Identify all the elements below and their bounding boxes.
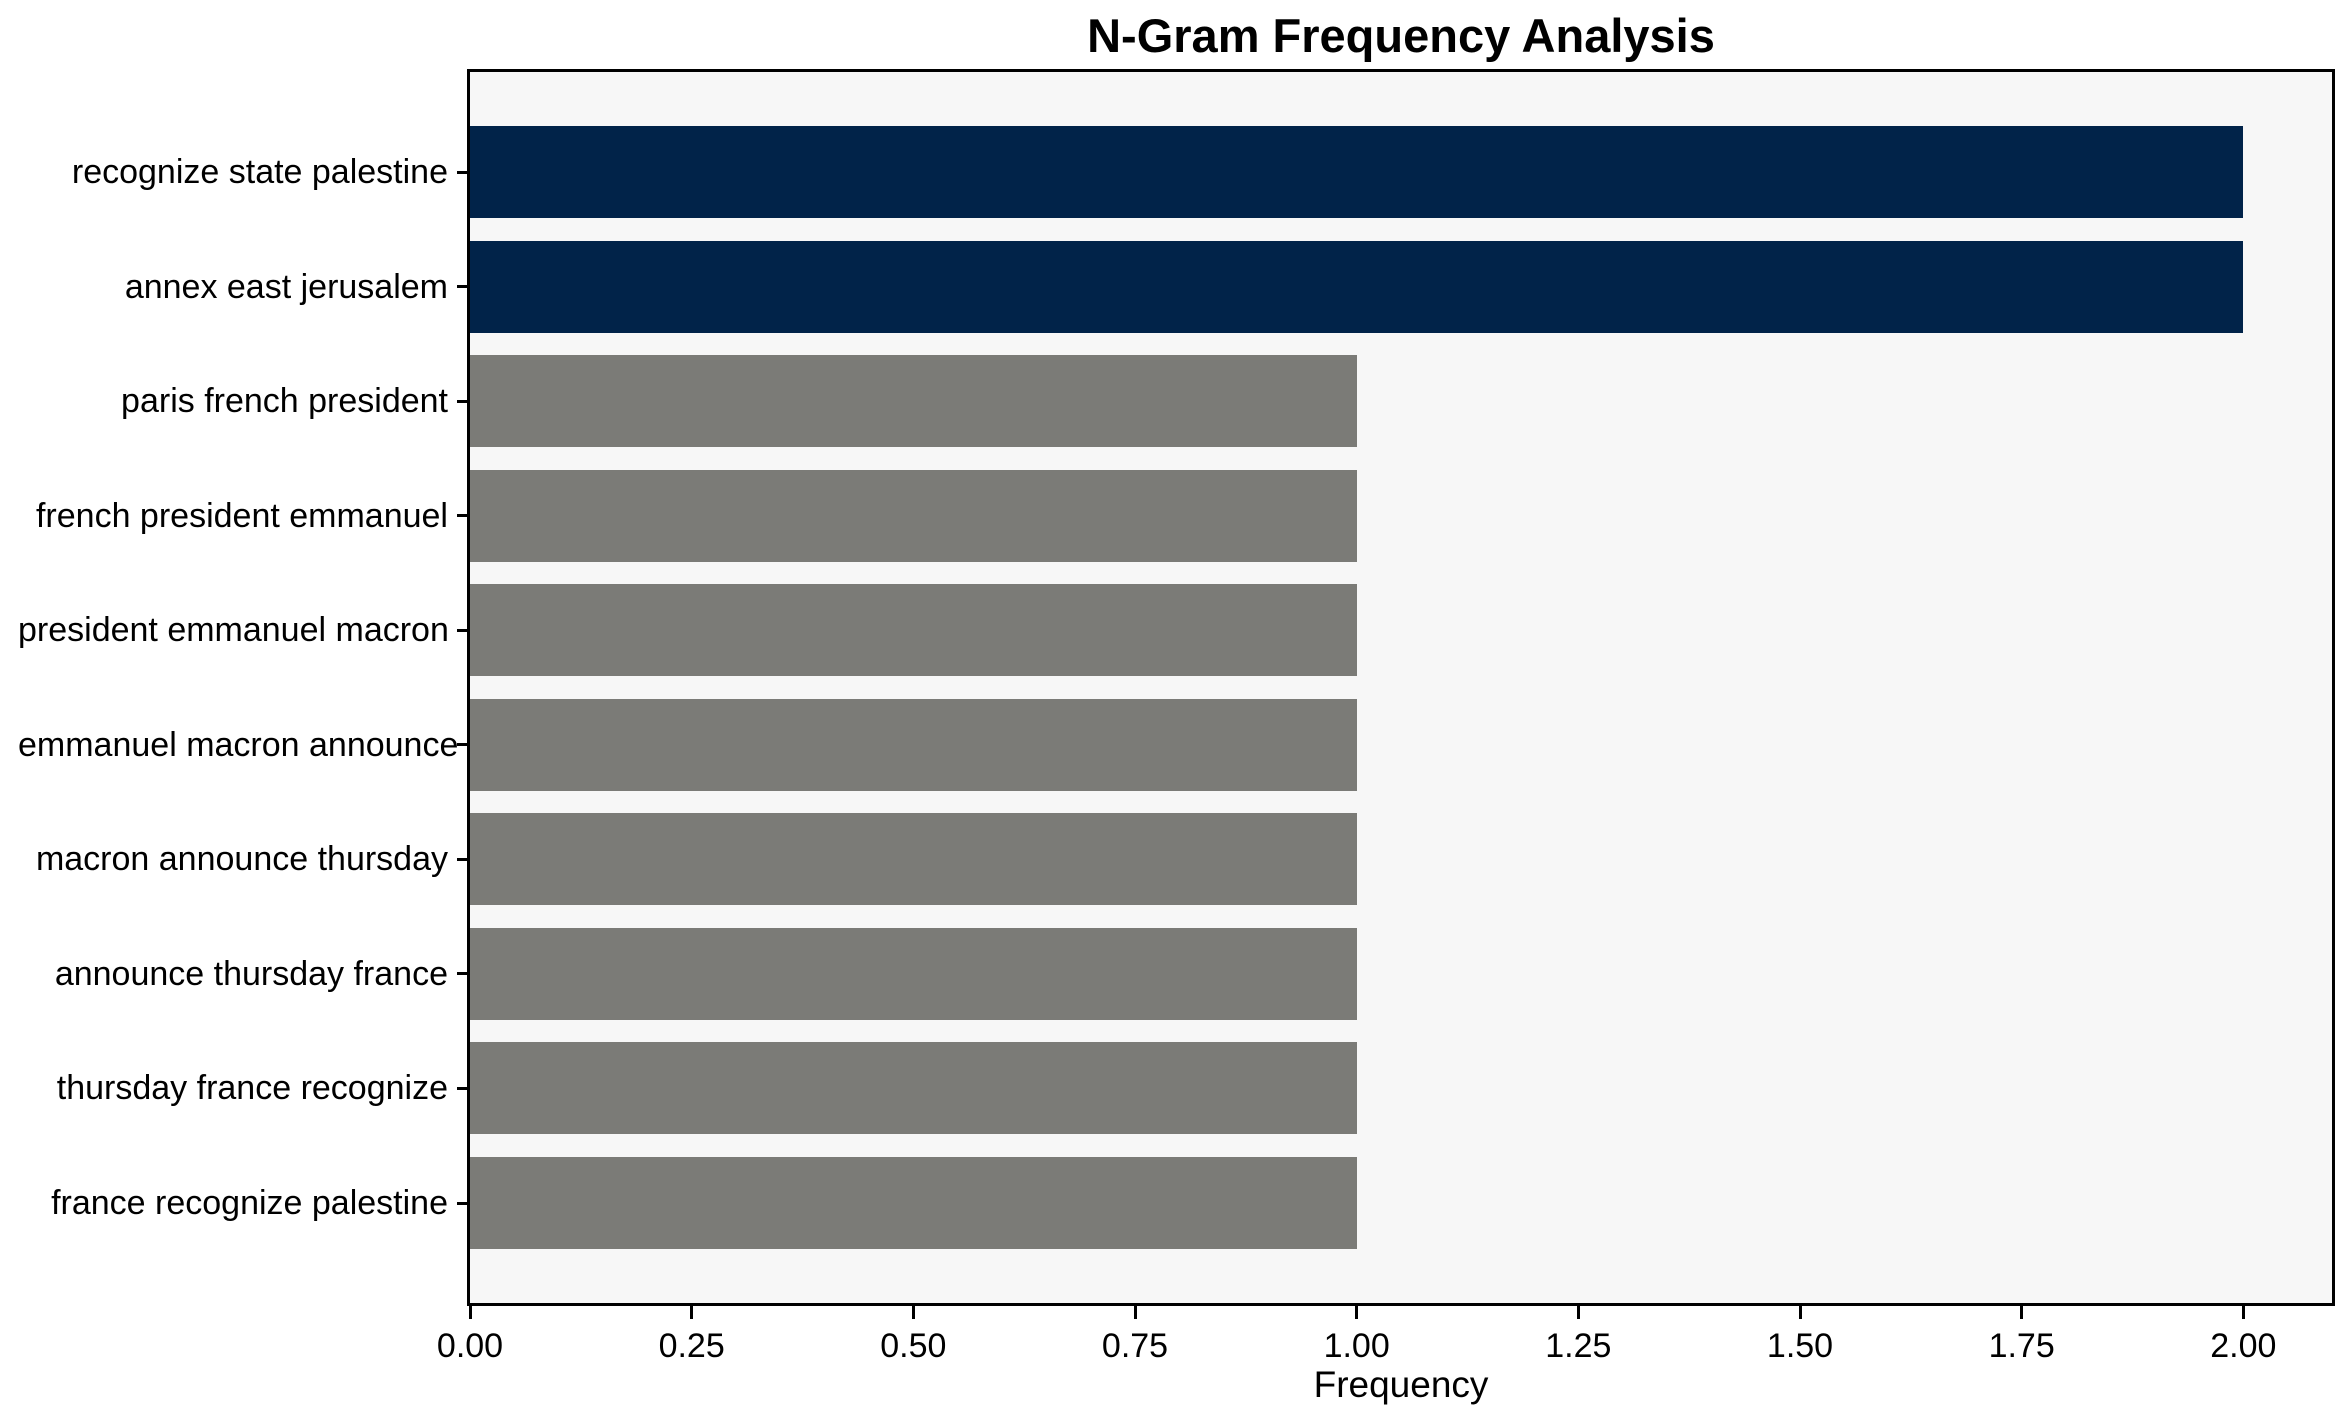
chart-title: N-Gram Frequency Analysis — [1087, 9, 1715, 62]
y-tick-label: president emmanuel macron — [18, 611, 449, 650]
x-axis-label: Frequency — [1313, 1364, 1489, 1405]
y-tick-mark — [457, 170, 470, 174]
x-tick-mark — [1798, 1306, 1802, 1319]
x-tick-mark — [2020, 1306, 2024, 1319]
x-tick-label: 1.00 — [1323, 1327, 1390, 1365]
x-tick-label: 0.25 — [658, 1327, 725, 1365]
y-tick-mark — [457, 628, 470, 632]
y-tick-mark — [457, 514, 470, 518]
y-tick-mark — [457, 1201, 470, 1205]
bar — [470, 240, 2244, 333]
y-tick-mark — [457, 285, 470, 289]
y-tick-mark — [457, 399, 470, 403]
x-tick-label: 1.25 — [1545, 1327, 1612, 1365]
y-tick-mark — [457, 1086, 470, 1090]
x-tick-mark — [468, 1306, 472, 1319]
x-tick-mark — [690, 1306, 694, 1319]
x-tick-mark — [1576, 1306, 1580, 1319]
bar — [470, 469, 1357, 562]
plot-area — [467, 69, 2335, 1306]
x-tick-mark — [1133, 1306, 1137, 1319]
y-tick-label: france recognize palestine — [51, 1184, 448, 1223]
y-tick-mark — [457, 972, 470, 976]
bar — [470, 355, 1357, 448]
y-tick-mark — [457, 857, 470, 861]
x-tick-mark — [911, 1306, 915, 1319]
y-tick-label: thursday france recognize — [56, 1069, 448, 1108]
y-tick-label: annex east jerusalem — [124, 267, 448, 306]
bar — [470, 813, 1357, 906]
bar — [470, 1157, 1357, 1250]
x-tick-label: 0.75 — [1101, 1327, 1169, 1365]
bar — [470, 698, 1357, 791]
y-tick-label: emmanuel macron announce — [18, 725, 459, 764]
y-tick-label: announce thursday france — [54, 954, 448, 993]
x-tick-mark — [2241, 1306, 2245, 1319]
y-tick-label: french president emmanuel — [35, 496, 448, 535]
y-tick-label: macron announce thursday — [35, 840, 448, 879]
x-tick-label: 0.50 — [880, 1327, 947, 1365]
x-tick-label: 0.00 — [436, 1327, 504, 1365]
bar — [470, 584, 1357, 677]
y-tick-label: recognize state palestine — [71, 153, 448, 191]
bar — [470, 126, 2244, 218]
y-tick-label: paris french president — [121, 382, 448, 421]
x-tick-label: 1.50 — [1766, 1327, 1834, 1365]
bar — [470, 1042, 1357, 1135]
bar — [470, 927, 1357, 1020]
x-tick-label: 2.00 — [2210, 1327, 2277, 1365]
x-tick-mark — [1355, 1306, 1359, 1319]
x-tick-label: 1.75 — [1988, 1327, 2055, 1365]
y-tick-mark — [457, 743, 470, 747]
